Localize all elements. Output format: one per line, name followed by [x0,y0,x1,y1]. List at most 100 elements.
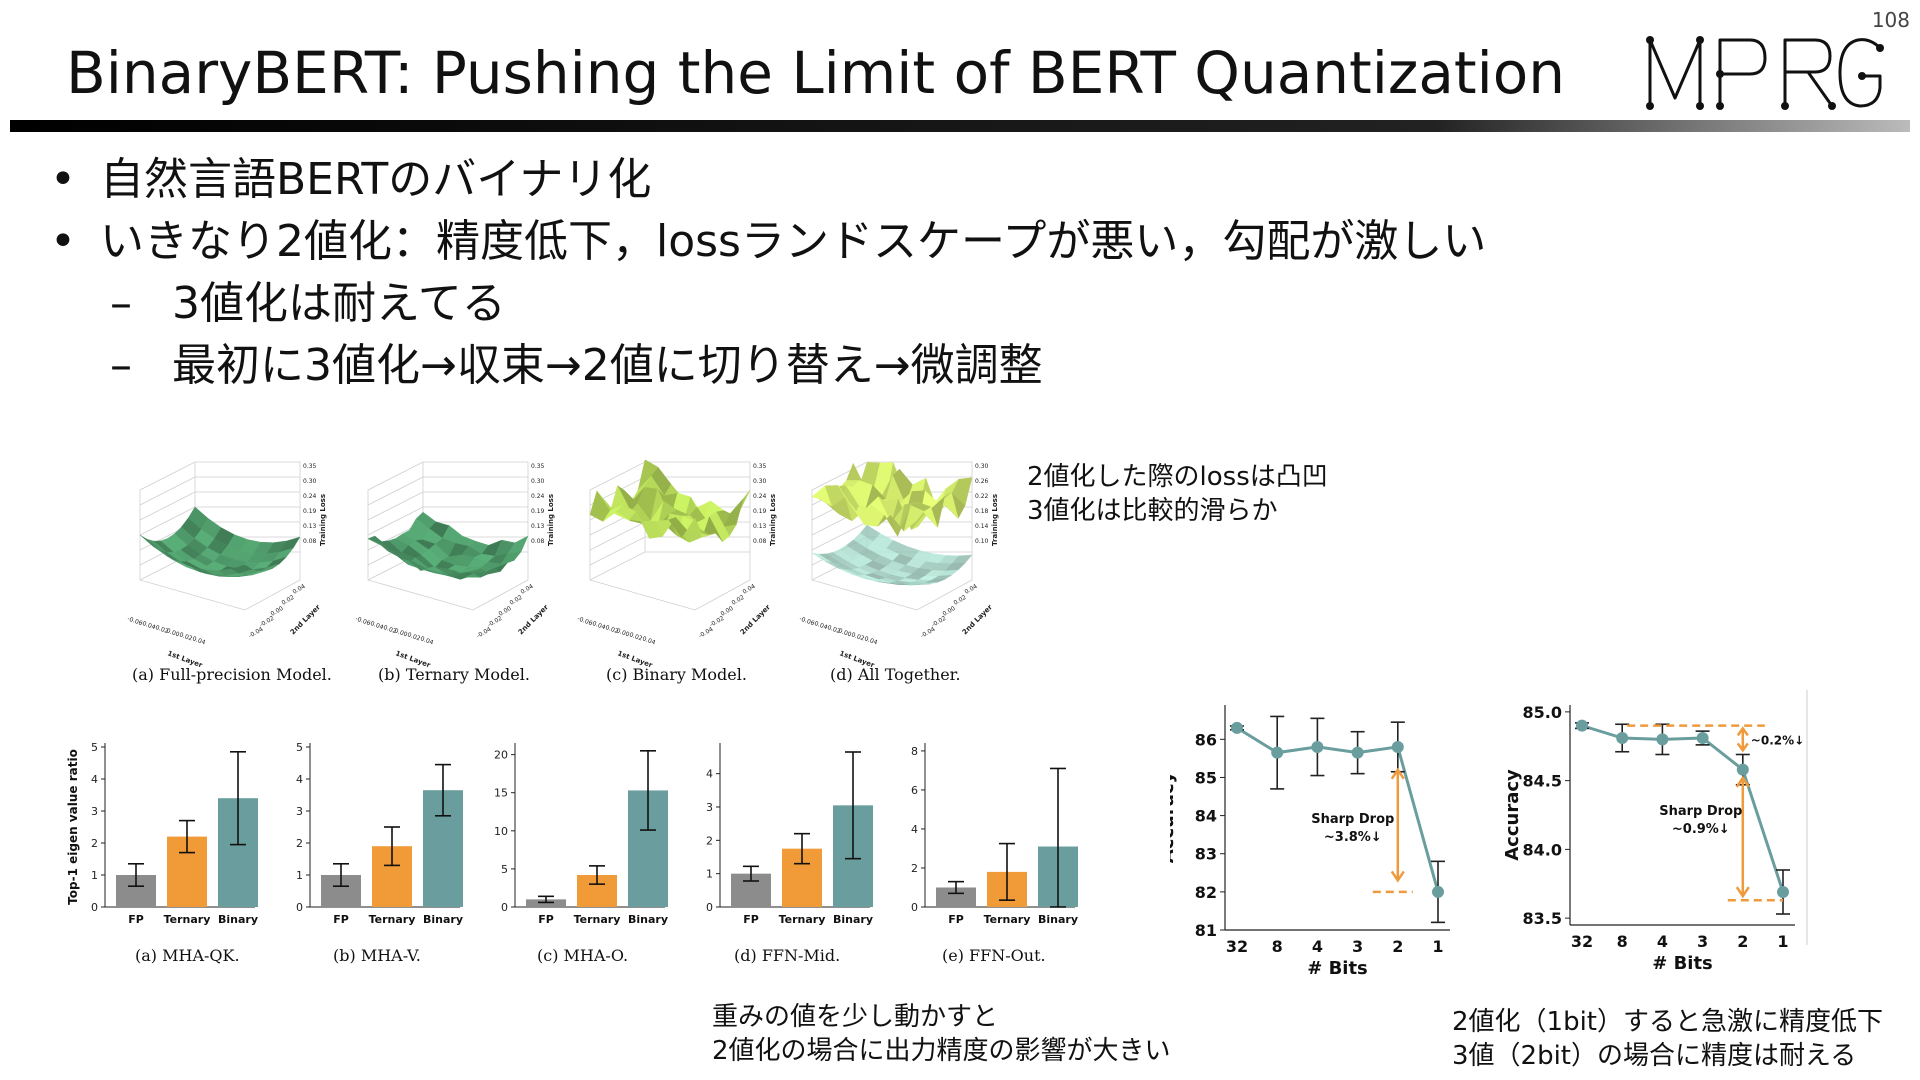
data-point [1311,740,1324,753]
y-axis-label: 2nd Layer [961,603,995,637]
x-tick-label: 0.00 [165,627,180,638]
landscape-panel: 0.35 0.30 0.24 0.19 0.13 0.08 Training Loss -0.… [354,461,555,670]
accuracy-line [1236,726,1440,893]
accuracy-note-line-2: 3値（2bit）の場合に精度は耐える [1452,1041,1857,1071]
bar-chart: 0 2 4 6 8 FP Ternary Binary [911,743,1078,926]
x-tick-label: 4 [1657,932,1668,951]
x-tick-label: -0.06 [576,615,593,627]
z-tick-label: 0.19 [753,508,767,515]
z-tick-label: 0.10 [975,538,989,545]
z-tick-label: 0.13 [753,523,767,530]
data-point [1432,885,1444,898]
x-tick-label: 0.04 [191,635,206,646]
x-tick-label: 0.02 [850,631,865,642]
y-tick-label: 0 [296,901,303,914]
z-tick-label: 0.22 [975,493,989,500]
title-underline [10,120,1910,132]
y-tick-label: 85.0 [1523,703,1562,722]
x-tick-label: -0.06 [126,615,143,627]
drop-arrow-heads [1735,775,1750,899]
y-tick-label: 5 [501,863,508,876]
x-tick-label: 4 [1312,937,1323,956]
bar-chart-caption: (d) FFN-Mid. [734,946,841,965]
landscape-panel: 0.30 0.26 0.22 0.18 0.14 0.10 Training Loss -0.… [798,461,999,670]
y-tick-label: 4 [911,823,918,836]
bar-chart-caption: (a) MHA-QK. [135,946,240,965]
x-tick-label: -0.04 [811,619,828,631]
landscape-panel: 0.35 0.30 0.24 0.19 0.13 0.08 Training Loss -0.… [576,460,777,670]
z-tick-label: 0.30 [753,478,767,485]
x-tick-label: Binary [833,913,873,926]
bar-chart: 0 1 2 3 4 5 Top-1 eigen value ratio FP Ternary Bi… [66,741,258,926]
x-tick-label: -0.04 [139,619,156,631]
error-bar [538,895,554,904]
error-bar [384,826,400,867]
annotation-label: ~0.2%↓ [1751,733,1804,747]
z-tick-label: 0.35 [303,463,317,470]
z-axis-label: Training Loss [769,494,777,546]
y-tick-label: 84.5 [1523,772,1562,791]
annotation-value: ~0.9%↓ [1672,822,1730,837]
data-point [1271,746,1284,759]
landscape-caption: (a) Full-precision Model. [132,665,332,684]
x-tick-label: Ternary [164,913,211,926]
x-tick-label: Ternary [574,913,621,926]
data-point [1351,746,1364,759]
bar-chart: 0 5 10 15 20 FP Ternary Binary [494,743,668,926]
data-point [1777,886,1789,898]
landscape-panel: 0.35 0.30 0.24 0.19 0.13 0.08 Training Loss -0.… [126,461,327,670]
y-tick-label: 2 [91,837,98,850]
x-tick-label: 0.02 [406,631,421,642]
y-tick-label: 15 [494,787,508,800]
y-tick-label: 0 [91,901,98,914]
y-tick-label: 82 [1195,883,1217,902]
x-tick-label: 0.02 [178,631,193,642]
landscape-caption: (d) All Together. [830,665,961,684]
x-tick-label: 0.00 [837,627,852,638]
y-tick-label: 0.00 [942,605,957,618]
error-bar [1050,767,1066,908]
z-tick-label: 0.30 [975,463,989,470]
data-point [1656,733,1669,746]
error-bar [333,863,349,887]
x-tick-label: FP [743,913,759,926]
surface-facet [903,505,925,532]
x-tick-label: 0.00 [615,627,630,638]
y-tick-label: 1 [296,869,303,882]
y-tick-label: 1 [706,868,713,881]
surface-facet [903,582,924,586]
bar-chart-caption: (b) MHA-V. [333,946,421,965]
x-axis-label: # Bits [1307,958,1368,979]
accuracy-chart: 83.584.084.585.032 8 4 3 2 1# BitsAccuracy~0.… [1502,690,1808,974]
x-tick-label: 8 [1617,932,1628,951]
surface-facet [459,567,480,574]
surface-facet [681,517,703,539]
loss-landscape-figure: 0.350.300.240.190.130.08 Training Loss-0.… [126,460,999,670]
x-tick-label: 0.04 [419,635,434,646]
error-bar [999,842,1015,901]
x-tick-label: Binary [628,913,668,926]
data-point [1696,732,1709,744]
bar-chart-caption: (c) MHA-O. [537,946,629,965]
z-tick-label: 0.13 [303,523,317,530]
x-tick-label: -0.06 [798,615,815,627]
x-tick-label: Binary [423,913,463,926]
z-tick-label: 0.35 [753,463,767,470]
y-tick-label: 3 [706,801,713,814]
x-tick-label: -0.02 [824,623,841,635]
y-tick-label: 0.02 [281,594,296,607]
y-tick-label: 20 [494,749,508,762]
y-tick-label: 4 [296,773,303,786]
y-axis-label: Top-1 eigen value ratio [66,749,80,905]
bullet-item: • 自然言語BERTのバイナリ化 [50,154,652,205]
y-tick-label: 0.04 [292,583,307,596]
z-tick-label: 0.14 [975,523,989,530]
x-tick-label: 8 [1272,937,1283,956]
sub-bullet-item: –3値化は耐えてる [110,278,506,329]
y-tick-label: 0.02 [509,594,524,607]
page-number: 108 [1871,8,1910,32]
y-tick-label: 0.00 [720,605,735,618]
y-tick-label: 0 [911,901,918,914]
z-tick-label: 0.30 [531,478,545,485]
